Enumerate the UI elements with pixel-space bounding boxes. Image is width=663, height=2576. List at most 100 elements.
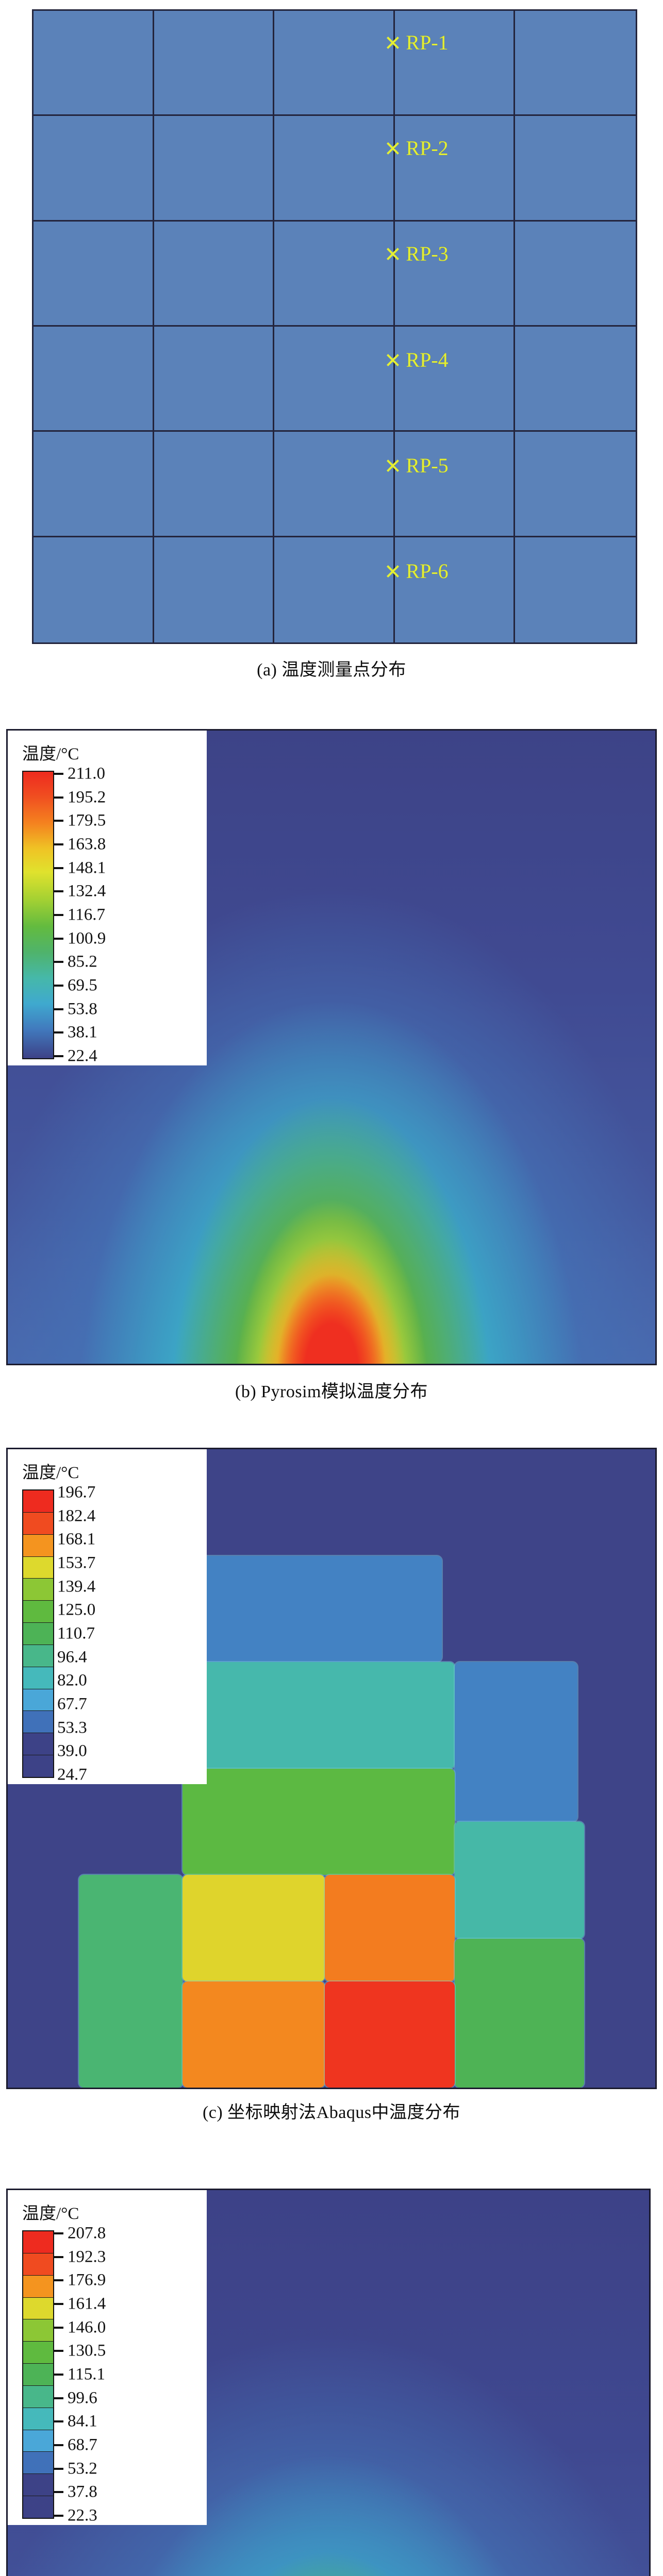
panel-b-caption: (b) Pyrosim模拟温度分布 bbox=[235, 1382, 428, 1401]
legend-value: 195.2 bbox=[68, 788, 106, 807]
legend-value: 53.8 bbox=[68, 999, 97, 1019]
legend-d: 温度/°C 207.8 192.3 176.9 161.4 146.0 130.5 115.… bbox=[8, 2190, 207, 2525]
legend-swatch bbox=[23, 2297, 53, 2320]
legend-tick bbox=[54, 796, 63, 799]
legend-b-colorbar bbox=[22, 771, 54, 1059]
legend-value: 69.5 bbox=[68, 976, 97, 995]
legend-b-ticks bbox=[54, 771, 64, 1059]
legend-value: 148.1 bbox=[68, 858, 106, 877]
legend-value: 211.0 bbox=[68, 764, 106, 783]
legend-tick bbox=[54, 914, 63, 916]
mesh-cell bbox=[34, 221, 154, 327]
legend-value: 85.2 bbox=[68, 952, 97, 971]
legend-tick bbox=[54, 843, 63, 845]
legend-swatch bbox=[23, 1579, 53, 1601]
legend-b-values: 211.0 195.2 179.5 163.8 148.1 132.4 116.7 100.9… bbox=[68, 765, 134, 1064]
legend-value: 196.7 bbox=[57, 1483, 96, 1502]
mesh-cell bbox=[154, 432, 275, 537]
coordinate-mapping-contour-plot: 温度/°C 196.7 182.4 168.1 153.7 139.4 125.0 110.… bbox=[6, 1448, 657, 2089]
legend-value: 179.5 bbox=[68, 811, 106, 830]
legend-tick bbox=[54, 2232, 63, 2234]
legend-c: 温度/°C 196.7 182.4 168.1 153.7 139.4 125.0 110.… bbox=[8, 1449, 207, 1784]
legend-swatch bbox=[23, 1689, 53, 1711]
legend-value: 110.7 bbox=[57, 1624, 95, 1643]
contour-block bbox=[79, 1875, 183, 2088]
mesh-cell bbox=[274, 116, 395, 222]
legend-value: 53.2 bbox=[68, 2459, 97, 2478]
legend-b-title: 温度/°C bbox=[22, 745, 79, 764]
panel-a-caption: (a) 温度测量点分布 bbox=[257, 660, 406, 680]
mesh-cell bbox=[394, 11, 516, 116]
legend-value: 39.0 bbox=[57, 1741, 87, 1760]
legend-value: 176.9 bbox=[68, 2270, 106, 2290]
mesh-cell bbox=[34, 326, 154, 432]
legend-tick bbox=[54, 2303, 63, 2305]
block-method-contour-plot: 温度/°C 207.8 192.3 176.9 161.4 146.0 130.5 115.… bbox=[6, 2189, 651, 2576]
legend-swatch bbox=[23, 2452, 53, 2475]
legend-value: 22.3 bbox=[68, 2506, 97, 2525]
legend-swatch bbox=[23, 2231, 53, 2253]
legend-swatch bbox=[23, 1556, 53, 1579]
legend-value: 207.8 bbox=[68, 2224, 106, 2243]
legend-tick bbox=[54, 820, 63, 822]
legend-value: 130.5 bbox=[68, 2341, 106, 2360]
legend-swatch bbox=[23, 1711, 53, 1734]
legend-tick bbox=[54, 2515, 63, 2517]
legend-tick bbox=[54, 2279, 63, 2282]
legend-swatch bbox=[23, 1755, 53, 1777]
legend-value: 68.7 bbox=[68, 2435, 97, 2454]
panel-c: 温度/°C 196.7 182.4 168.1 153.7 139.4 125.0 110.… bbox=[0, 1448, 663, 2143]
legend-d-title: 温度/°C bbox=[22, 2205, 79, 2223]
mesh-cell bbox=[274, 326, 395, 432]
legend-swatch bbox=[23, 1490, 53, 1513]
legend-value: 24.7 bbox=[57, 1765, 87, 1784]
legend-swatch bbox=[23, 1512, 53, 1535]
legend-value: 96.4 bbox=[57, 1648, 87, 1667]
legend-swatch bbox=[23, 1601, 53, 1623]
legend-value: 139.4 bbox=[57, 1577, 96, 1596]
legend-tick bbox=[54, 1055, 63, 1057]
legend-tick bbox=[54, 2350, 63, 2352]
legend-value: 116.7 bbox=[68, 905, 106, 924]
contour-block bbox=[454, 1821, 584, 1939]
mesh-cell bbox=[34, 537, 154, 642]
mesh-cell bbox=[394, 221, 516, 327]
contour-block bbox=[454, 1938, 584, 2088]
legend-swatch bbox=[23, 2275, 53, 2298]
legend-tick bbox=[54, 2397, 63, 2399]
legend-swatch bbox=[23, 1667, 53, 1689]
legend-value: 84.1 bbox=[68, 2412, 97, 2431]
legend-value: 192.3 bbox=[68, 2247, 106, 2266]
mesh-cell bbox=[515, 221, 636, 327]
mesh-diagram: RP-1 RP-2 RP-3 RP-4 RP-5 RP-6 bbox=[32, 9, 637, 644]
mesh-cell bbox=[515, 116, 636, 222]
pyrosim-contour-plot: 温度/°C 211.0 195.2 179.5 163.8 148.1 132.4 116.… bbox=[6, 729, 657, 1365]
legend-value: 132.4 bbox=[68, 882, 106, 901]
panel-d: 温度/°C 207.8 192.3 176.9 161.4 146.0 130.5 115.… bbox=[0, 2189, 663, 2576]
mesh-cell bbox=[394, 537, 516, 642]
legend-d-colorbar bbox=[22, 2230, 54, 2519]
mesh-cell bbox=[515, 432, 636, 537]
legend-b: 温度/°C 211.0 195.2 179.5 163.8 148.1 132.4 116.… bbox=[8, 731, 207, 1065]
legend-swatch bbox=[23, 2319, 53, 2342]
panel-b: 温度/°C 211.0 195.2 179.5 163.8 148.1 132.4 116.… bbox=[0, 729, 663, 1414]
legend-tick bbox=[54, 867, 63, 869]
legend-tick bbox=[54, 985, 63, 987]
legend-c-colorbar bbox=[22, 1489, 54, 1778]
mesh-grid bbox=[34, 11, 636, 642]
mesh-cell bbox=[34, 11, 154, 116]
legend-swatch bbox=[23, 2408, 53, 2430]
legend-value: 168.1 bbox=[57, 1530, 96, 1549]
legend-tick bbox=[54, 2444, 63, 2446]
legend-swatch bbox=[23, 2364, 53, 2386]
mesh-cell bbox=[394, 432, 516, 537]
legend-swatch bbox=[23, 2430, 53, 2452]
legend-d-values: 207.8 192.3 176.9 161.4 146.0 130.5 115.1 99.6 8… bbox=[68, 2225, 134, 2524]
legend-tick bbox=[54, 961, 63, 963]
mesh-cell bbox=[515, 11, 636, 116]
mesh-cell bbox=[154, 326, 275, 432]
legend-swatch bbox=[23, 2385, 53, 2408]
legend-swatch bbox=[23, 1623, 53, 1645]
legend-swatch bbox=[23, 1534, 53, 1557]
